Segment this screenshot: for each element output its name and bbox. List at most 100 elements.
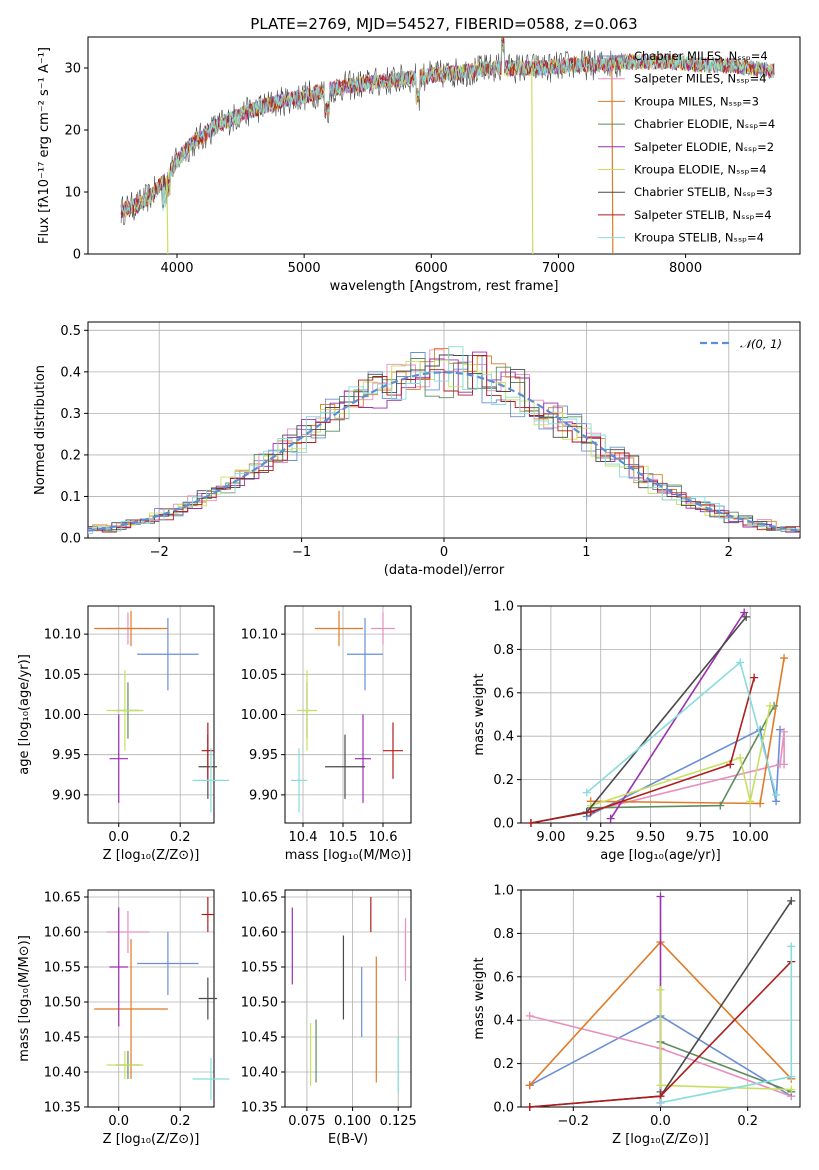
y-tick-label: 0 xyxy=(73,248,81,263)
series-marker-kroupa_elodie xyxy=(656,985,665,994)
hist-step-chabrier_stelib xyxy=(88,354,800,532)
x-tick-label: 9.75 xyxy=(686,830,715,845)
y-tick-label: 9.90 xyxy=(249,788,278,803)
x-axis-label: Z [log₁₀(Z/Z⊙)] xyxy=(612,1132,709,1147)
y-tick-label: 0.8 xyxy=(493,927,514,942)
x-axis-label: Z [log₁₀(Z/Z⊙)] xyxy=(103,1132,200,1147)
series-line-kroupa_stelib xyxy=(660,946,793,1104)
x-tick-label: 10.00 xyxy=(732,830,769,845)
plot-frame xyxy=(284,605,412,824)
mass-vs-ebv-panel: 0.075 0.100 0.125 10.35 10.40 10.45 10.50 10.55… xyxy=(241,889,417,1147)
legend-label: Salpeter ELODIE, Nₛₛₚ=2 xyxy=(634,140,774,154)
legend-label: Chabrier STELIB, Nₛₛₚ=3 xyxy=(634,185,773,199)
y-tick-label: 10.05 xyxy=(44,668,81,683)
y-tick-label: 10.45 xyxy=(44,1031,81,1046)
x-tick-label: 0.0 xyxy=(108,830,129,845)
gaussian-curve xyxy=(87,371,801,532)
y-tick-label: 1.0 xyxy=(493,600,514,615)
y-tick-label: 0.2 xyxy=(493,1057,514,1072)
series-marker-salpeter_stelib xyxy=(525,1103,534,1111)
y-tick-label: 9.90 xyxy=(52,788,81,803)
series-marker-kroupa_stelib xyxy=(787,942,796,951)
y-tick-label: 10.55 xyxy=(241,961,278,976)
series-marker-salpeter_stelib xyxy=(586,808,595,817)
y-tick-label: 0.1 xyxy=(60,490,81,505)
spectrum-dip xyxy=(611,63,614,255)
series-marker-chabrier_stelib xyxy=(742,612,751,621)
series-line-chabrier_elodie xyxy=(590,705,775,809)
plot-frame xyxy=(87,889,215,1108)
residual-histogram-panel: −2 −1 0 1 2 0.0 0.1 0.2 0.3 0.4 0.5 (data-model)/er… xyxy=(33,321,801,578)
y-tick-label: 9.95 xyxy=(249,748,278,763)
series-marker-salpeter_stelib xyxy=(750,673,759,682)
mass-weight-vs-z-panel: −0.2 0.0 0.2 0.0 0.2 0.4 0.6 0.8 1.0 Z [log₁₀(Z/Z… xyxy=(472,884,801,1147)
y-tick-label: 9.95 xyxy=(52,748,81,763)
spectrum-panel: PLATE=2769, MJD=54527, FIBERID=0588, z=0… xyxy=(37,15,801,294)
y-axis-label: mass weight xyxy=(472,957,487,1039)
series-marker-kroupa_elodie xyxy=(787,1085,796,1094)
legend-label: Salpeter STELIB, Nₛₛₚ=4 xyxy=(634,208,772,222)
series-marker-kroupa_elodie xyxy=(746,797,755,806)
series-marker-kroupa_miles xyxy=(525,1081,534,1090)
y-axis-label: Normed distribution xyxy=(33,365,48,495)
x-axis-label: (data-model)/error xyxy=(384,563,505,578)
legend-label: 𝒩(0, 1) xyxy=(740,337,782,351)
y-tick-label: 10.10 xyxy=(44,628,81,643)
x-tick-label: 4000 xyxy=(160,261,193,276)
series-line-kroupa_stelib xyxy=(586,660,777,796)
x-tick-label: −0.2 xyxy=(558,1114,590,1129)
y-axis-label: age [log₁₀(age/yr)] xyxy=(17,654,32,775)
x-tick-label: 9.00 xyxy=(536,830,565,845)
x-tick-label: 5000 xyxy=(288,261,321,276)
x-axis-label: Z [log₁₀(Z/Z⊙)] xyxy=(103,848,200,863)
spectrum-dip xyxy=(531,67,534,255)
y-tick-label: 10.35 xyxy=(44,1101,81,1116)
series-marker-chabrier_stelib xyxy=(787,896,796,905)
y-tick-label: 10.60 xyxy=(44,926,81,941)
mass-vs-z-panel: 0.0 0.2 10.35 10.40 10.45 10.50 10.55 10.60 10.6… xyxy=(17,889,230,1147)
series-line-salpeter_miles xyxy=(586,731,785,813)
x-tick-label: 0.0 xyxy=(650,1114,671,1129)
x-tick-label: 0.0 xyxy=(108,1114,129,1129)
y-tick-label: 0.3 xyxy=(60,407,81,422)
y-tick-label: 0.6 xyxy=(493,970,514,985)
x-tick-label: 7000 xyxy=(542,261,575,276)
series-marker-kroupa_elodie xyxy=(656,1081,665,1090)
y-axis-label: mass [log₁₀(M/M⊙)] xyxy=(17,935,32,1062)
series-marker-salpeter_miles xyxy=(780,760,789,769)
series-marker-salpeter_stelib xyxy=(726,760,735,769)
x-tick-label: −1 xyxy=(292,545,311,560)
age-vs-mass-panel: 10.4 10.5 10.6 9.90 9.95 10.00 10.05 10.10 mass … xyxy=(241,605,412,863)
x-tick-label: 10.4 xyxy=(289,830,318,845)
x-tick-label: 0.125 xyxy=(380,1114,417,1129)
x-axis-label: wavelength [Angstrom, rest frame] xyxy=(330,279,559,294)
y-tick-label: 10.10 xyxy=(241,628,278,643)
x-tick-label: 9.25 xyxy=(586,830,615,845)
y-tick-label: 0.4 xyxy=(493,1014,514,1029)
y-tick-label: 10.00 xyxy=(241,708,278,723)
y-tick-label: 10.45 xyxy=(241,1031,278,1046)
y-tick-label: 0.4 xyxy=(60,365,81,380)
y-tick-label: 1.0 xyxy=(493,884,514,899)
y-tick-label: 20 xyxy=(64,124,81,139)
series-line-kroupa_elodie xyxy=(590,705,771,807)
mass-weight-vs-age-panel: 9.00 9.25 9.50 9.75 10.00 0.0 0.2 0.4 0.6 0.8 1.0 a… xyxy=(472,600,801,863)
legend-label: Chabrier ELODIE, Nₛₛₚ=4 xyxy=(634,117,775,131)
legend-label: Kroupa STELIB, Nₛₛₚ=4 xyxy=(634,231,764,245)
legend-label: Kroupa MILES, Nₛₛₚ=3 xyxy=(634,94,759,108)
plot-frame xyxy=(87,321,801,539)
x-tick-label: 2 xyxy=(725,545,733,560)
y-tick-label: 10.05 xyxy=(241,668,278,683)
series-marker-salpeter_miles xyxy=(780,727,789,736)
x-tick-label: 0.2 xyxy=(170,830,191,845)
x-tick-label: 10.6 xyxy=(369,830,398,845)
x-tick-label: 10.5 xyxy=(329,830,358,845)
series-marker-salpeter_elodie xyxy=(606,814,615,823)
x-tick-label: 0.2 xyxy=(737,1114,758,1129)
series-line-kroupa_elodie xyxy=(659,989,792,1091)
y-tick-label: 10.40 xyxy=(241,1066,278,1081)
series-marker-salpeter_stelib xyxy=(526,819,535,827)
y-tick-label: 0.0 xyxy=(60,532,81,547)
x-tick-label: 8000 xyxy=(669,261,702,276)
